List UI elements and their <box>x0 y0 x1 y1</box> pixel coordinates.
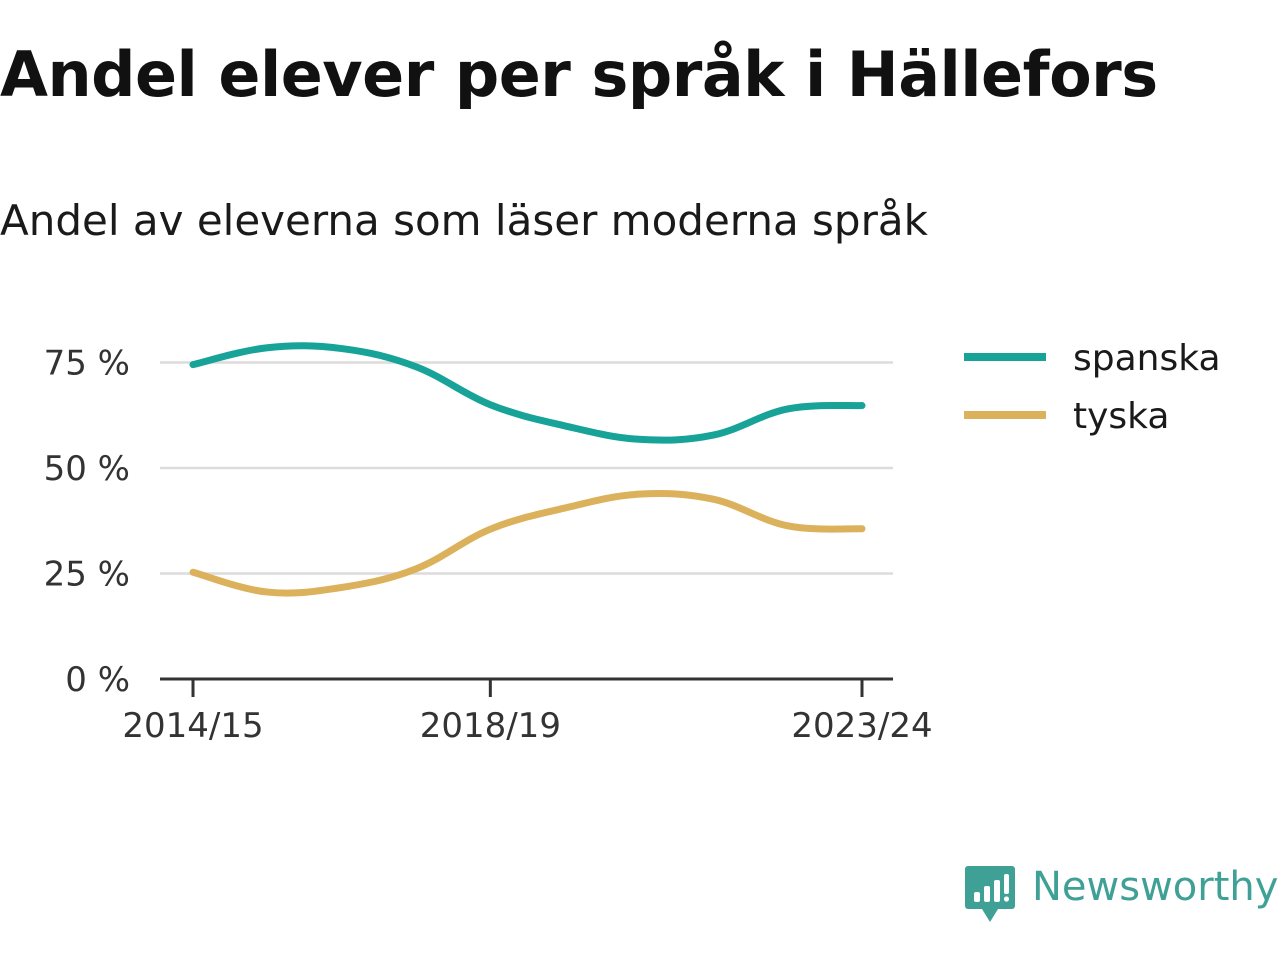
series-lines <box>189 342 866 597</box>
y-tick-label: 50 % <box>44 449 130 489</box>
newsworthy-chart-icon <box>965 866 1015 922</box>
brand-name: Newsworthy <box>1032 864 1279 910</box>
newsworthy-logo: Newsworthy <box>964 864 1280 928</box>
x-tick-label: 2023/24 <box>791 706 932 746</box>
legend-label-spanska: spanska <box>1073 338 1221 379</box>
y-axis-labels: 0 % 25 % 50 % 75 % <box>44 344 130 701</box>
chart-subtitle: Andel av eleverna som läser moderna språ… <box>0 196 928 245</box>
series-line-tyska <box>189 490 866 597</box>
series-line-spanska <box>189 342 866 444</box>
legend-label-tyska: tyska <box>1073 396 1169 437</box>
y-tick-label: 0 % <box>65 660 130 700</box>
x-axis: 2014/15 2018/19 2023/24 <box>122 677 933 746</box>
y-tick-label: 25 % <box>44 555 130 595</box>
legend: spanska tyska <box>964 338 1221 437</box>
y-tick-label: 75 % <box>44 344 130 384</box>
x-tick-label: 2018/19 <box>420 706 561 746</box>
chart-title: Andel elever per språk i Hällefors <box>0 38 1158 111</box>
x-tick-label: 2014/15 <box>122 706 263 746</box>
gridlines <box>160 361 893 575</box>
